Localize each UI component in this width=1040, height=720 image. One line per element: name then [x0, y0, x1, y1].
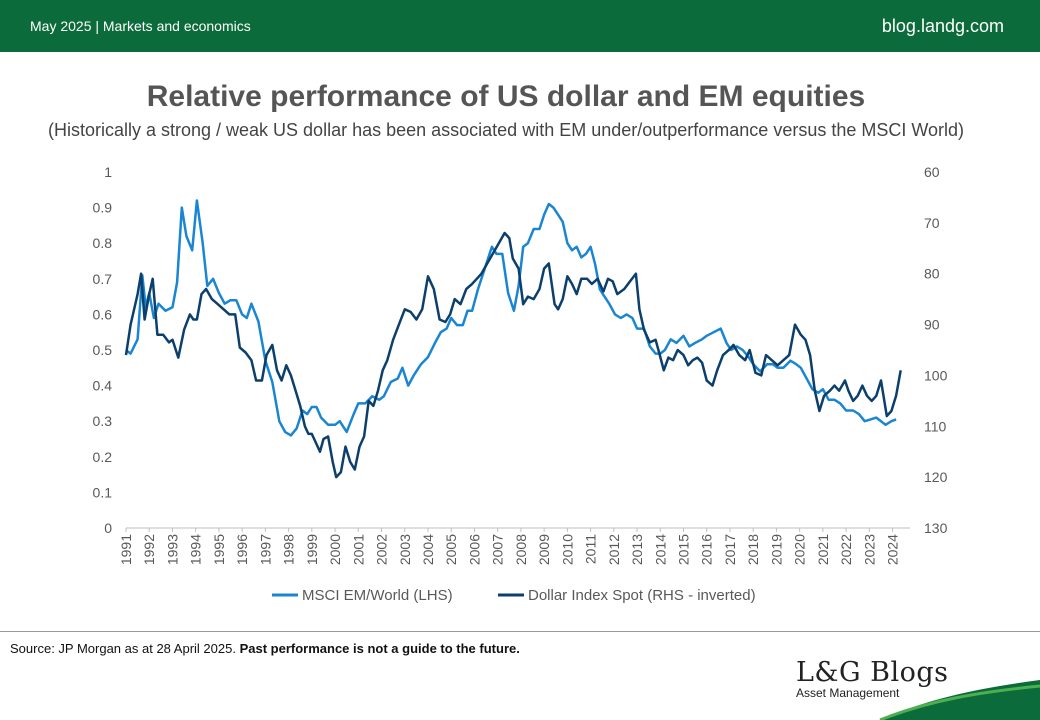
date-section-label: May 2025 | Markets and economics [30, 18, 251, 34]
x-tick-label: 2012 [606, 534, 622, 565]
x-tick-label: 2016 [699, 534, 715, 565]
y-left-tick-label: 0.1 [93, 484, 113, 500]
logo-brand: L&G Blogs [796, 657, 949, 688]
y-left-tick-label: 0.9 [93, 200, 113, 216]
x-tick-label: 2001 [350, 534, 366, 565]
legend-label-msci: MSCI EM/World (LHS) [302, 587, 453, 604]
x-tick-label: 1991 [118, 534, 134, 565]
y-left-tick-label: 0.2 [93, 449, 113, 465]
x-tick-label: 2007 [490, 534, 506, 565]
x-tick-label: 2002 [374, 534, 390, 565]
source-text: Source: JP Morgan as at 28 April 2025. [10, 641, 240, 656]
x-tick-label: 2004 [420, 534, 436, 565]
y-left-tick-label: 0.4 [93, 378, 113, 394]
msci-em-world-line [125, 199, 897, 437]
y-right-tick-label: 90 [924, 317, 940, 333]
x-tick-label: 1996 [234, 534, 250, 565]
x-tick-label: 2011 [583, 534, 599, 564]
x-tick-label: 2006 [466, 534, 482, 565]
y-right-tick-label: 80 [924, 266, 940, 282]
x-tick-label: 2005 [443, 534, 459, 565]
x-tick-label: 2018 [745, 534, 761, 565]
header-bar: May 2025 | Markets and economics blog.la… [0, 0, 1040, 52]
y-right-tick-label: 60 [924, 164, 940, 180]
y-left-tick-label: 0.8 [93, 235, 113, 251]
x-tick-label: 2009 [536, 534, 552, 565]
y-left-tick-label: 0.3 [93, 413, 113, 429]
x-tick-label: 2024 [885, 534, 901, 565]
x-tick-label: 2000 [327, 534, 343, 565]
legend-label-dollar: Dollar Index Spot (RHS - inverted) [528, 587, 756, 604]
x-tick-label: 2017 [722, 534, 738, 565]
x-tick-label: 2021 [815, 534, 831, 565]
disclaimer-text: Past performance is not a guide to the f… [239, 641, 520, 656]
x-tick-label: 2008 [513, 534, 529, 565]
y-left-tick-label: 1 [104, 164, 112, 180]
brand-logo: L&G Blogs Asset Management [796, 657, 949, 700]
chart-title: Relative performance of US dollar and EM… [146, 80, 866, 113]
x-tick-label: 2013 [629, 534, 645, 565]
x-tick-label: 2022 [838, 534, 854, 565]
x-tick-label: 1999 [304, 534, 320, 565]
x-tick-label: 1995 [211, 534, 227, 565]
x-tick-label: 1993 [164, 534, 180, 565]
y-left-tick-label: 0 [104, 520, 112, 536]
site-link[interactable]: blog.landg.com [881, 16, 1004, 36]
x-tick-label: 2003 [397, 534, 413, 565]
x-tick-label: 2015 [676, 534, 692, 565]
x-tick-label: 2020 [792, 534, 808, 565]
y-right-tick-label: 110 [924, 418, 947, 434]
footer-divider [0, 631, 1040, 632]
x-tick-label: 1992 [141, 534, 157, 565]
source-note: Source: JP Morgan as at 28 April 2025. P… [10, 641, 520, 656]
y-right-tick-label: 120 [924, 469, 948, 485]
y-right-tick-label: 100 [924, 367, 948, 383]
y-right-tick-label: 130 [924, 520, 948, 536]
brand-swoosh [879, 680, 1040, 720]
logo-subtitle: Asset Management [796, 686, 900, 700]
y-left-tick-label: 0.5 [93, 342, 113, 358]
chart-subtitle: (Historically a strong / weak US dollar … [47, 120, 965, 140]
y-right-tick-label: 70 [924, 215, 940, 231]
x-tick-label: 2023 [861, 534, 877, 565]
x-tick-label: 1998 [281, 534, 297, 565]
x-tick-label: 1994 [188, 534, 204, 565]
x-tick-label: 2014 [652, 534, 668, 565]
dollar-index-line [124, 231, 902, 479]
y-left-tick-label: 0.6 [93, 306, 113, 322]
x-tick-label: 2010 [559, 534, 575, 565]
y-left-tick-label: 0.7 [93, 271, 113, 287]
x-tick-label: 1997 [257, 534, 273, 565]
chart: 0 0.1 0.2 0.3 0.4 0.5 0.6 0.7 0.8 0.9 1 60 70 80 90 100… [93, 164, 948, 604]
x-tick-label: 2019 [768, 534, 784, 565]
